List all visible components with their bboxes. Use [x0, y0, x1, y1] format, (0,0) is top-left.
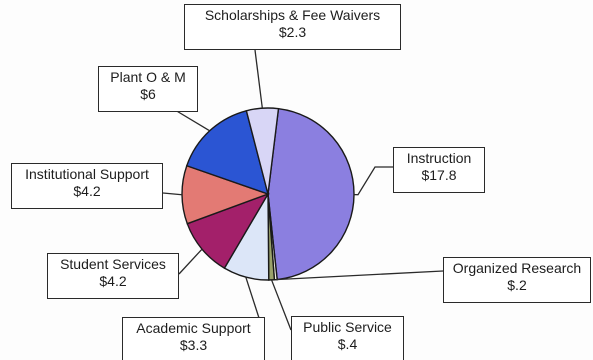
slice-label-plant-o-m-value: $6 [140, 86, 156, 102]
leader-line-public-service [270, 279, 292, 331]
slice-label-organized-research: Organized Research $.2 [443, 257, 591, 303]
slice-label-organized-research-name: Organized Research [452, 260, 582, 276]
slice-label-institutional-support: Institutional Support $4.2 [11, 163, 163, 209]
slice-label-scholarships-fee-waivers-name: Scholarships & Fee Waivers [204, 7, 381, 23]
leader-line-scholarships-fee-waivers [254, 49, 263, 109]
slice-label-scholarships-fee-waivers: Scholarships & Fee Waivers $2.3 [184, 4, 401, 50]
slice-label-student-services-name: Student Services [60, 256, 166, 272]
leader-line-organized-research [275, 270, 444, 281]
slice-label-instruction-name: Instruction [406, 150, 472, 166]
pie-slice-plant-o-m [185, 109, 270, 196]
slice-label-plant-o-m: Plant O & M $6 [98, 66, 198, 112]
slice-label-institutional-support-value: $4.2 [73, 183, 101, 199]
slice-label-student-services: Student Services $4.2 [47, 253, 179, 299]
leader-line-student-services [178, 248, 203, 275]
leader-line-academic-support [245, 276, 260, 319]
leader-line-plant-o-m [174, 109, 211, 132]
slice-label-scholarships-fee-waivers-value: $2.3 [278, 24, 307, 40]
leader-line-institutional-support [162, 192, 183, 196]
slice-label-institutional-support-name: Institutional Support [25, 166, 149, 182]
slice-label-academic-support-value: $3.3 [179, 337, 208, 353]
slice-label-academic-support: Academic Support $3.3 [122, 317, 265, 360]
slice-label-academic-support-name: Academic Support [136, 320, 251, 336]
slice-label-public-service-value: $.4 [337, 336, 358, 352]
slice-label-public-service-name: Public Service [303, 319, 392, 335]
leader-line-instruction [353, 166, 393, 196]
slice-label-public-service: Public Service $.4 [291, 316, 404, 360]
slice-label-instruction-value: $17.8 [421, 167, 457, 183]
slice-label-student-services-value: $4.2 [99, 273, 127, 289]
slice-label-instruction: Instruction $17.8 [393, 147, 485, 193]
pie-slice-scholarships-fee-waivers [245, 107, 280, 195]
slice-label-plant-o-m-name: Plant O & M [110, 69, 186, 85]
slice-label-organized-research-value: $.2 [507, 277, 527, 293]
pie-slice-instruction [267, 107, 355, 281]
